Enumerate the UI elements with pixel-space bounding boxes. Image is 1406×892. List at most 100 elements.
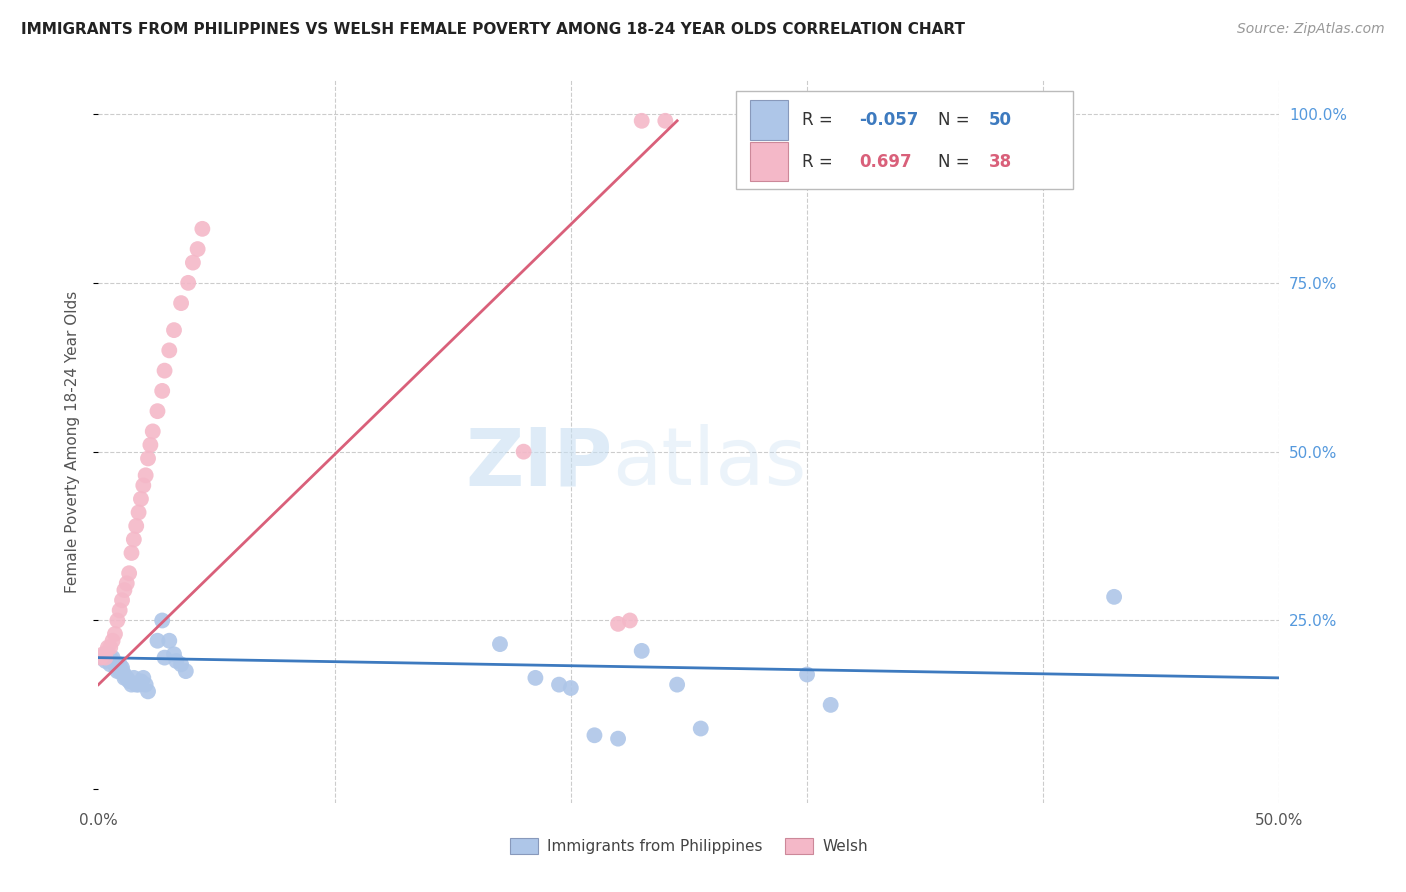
Point xyxy=(91,647,114,661)
Point xyxy=(108,664,131,678)
Bar xyxy=(751,100,789,139)
Point xyxy=(118,674,141,689)
Point xyxy=(142,425,165,439)
Point xyxy=(111,661,134,675)
Point xyxy=(94,647,117,661)
Point xyxy=(111,593,134,607)
Point xyxy=(512,444,534,458)
Point xyxy=(121,678,143,692)
Point xyxy=(689,722,711,736)
Point xyxy=(115,576,138,591)
Point xyxy=(654,113,676,128)
Text: IMMIGRANTS FROM PHILIPPINES VS WELSH FEMALE POVERTY AMONG 18-24 YEAR OLDS CORREL: IMMIGRANTS FROM PHILIPPINES VS WELSH FEM… xyxy=(21,22,965,37)
Point xyxy=(112,671,135,685)
Point xyxy=(820,698,842,712)
Text: 50: 50 xyxy=(988,111,1012,128)
Text: N =: N = xyxy=(938,153,974,170)
Point xyxy=(122,533,145,547)
Point xyxy=(104,657,127,672)
Point xyxy=(136,451,159,466)
Point xyxy=(129,674,152,689)
Point xyxy=(101,650,124,665)
Text: Source: ZipAtlas.com: Source: ZipAtlas.com xyxy=(1237,22,1385,37)
Point xyxy=(135,678,157,692)
Point xyxy=(150,384,173,398)
Point xyxy=(153,364,176,378)
Point xyxy=(105,614,128,628)
Point xyxy=(97,640,120,655)
Text: N =: N = xyxy=(938,111,974,128)
Point xyxy=(108,657,131,672)
Point xyxy=(135,468,157,483)
Point xyxy=(548,678,571,692)
Point xyxy=(128,505,150,519)
Point xyxy=(125,519,148,533)
Point xyxy=(122,671,145,685)
Point xyxy=(607,731,630,746)
Point xyxy=(630,113,652,128)
Point xyxy=(666,678,689,692)
Text: 38: 38 xyxy=(988,153,1012,170)
Text: R =: R = xyxy=(803,153,844,170)
Point xyxy=(108,603,131,617)
Point xyxy=(101,633,124,648)
Point xyxy=(115,671,138,685)
Point xyxy=(111,664,134,678)
Point xyxy=(112,583,135,598)
Bar xyxy=(751,142,789,181)
Point xyxy=(524,671,547,685)
Point xyxy=(98,657,121,672)
Point xyxy=(157,343,180,358)
Point xyxy=(560,681,582,695)
Point xyxy=(177,276,200,290)
Point xyxy=(163,323,186,337)
Point xyxy=(146,404,169,418)
Point xyxy=(607,616,630,631)
Text: R =: R = xyxy=(803,111,838,128)
Point xyxy=(165,654,187,668)
Point xyxy=(153,650,176,665)
Text: 0.697: 0.697 xyxy=(859,153,911,170)
Legend: Immigrants from Philippines, Welsh: Immigrants from Philippines, Welsh xyxy=(505,832,873,860)
Point xyxy=(150,614,173,628)
Point xyxy=(619,614,641,628)
Point xyxy=(97,647,120,661)
Point xyxy=(125,678,148,692)
Point xyxy=(583,728,606,742)
Point xyxy=(118,566,141,581)
Point xyxy=(94,654,117,668)
Point xyxy=(128,678,150,692)
Point xyxy=(132,671,155,685)
Point xyxy=(170,296,193,310)
Point xyxy=(1102,590,1125,604)
Point xyxy=(90,650,112,665)
Text: ZIP: ZIP xyxy=(465,425,612,502)
Point xyxy=(630,644,652,658)
Point xyxy=(146,633,169,648)
Point xyxy=(489,637,512,651)
Point xyxy=(94,650,117,665)
Point xyxy=(174,664,197,678)
Point xyxy=(121,546,143,560)
Point xyxy=(98,640,121,655)
Point xyxy=(104,657,127,672)
Point xyxy=(91,650,114,665)
Y-axis label: Female Poverty Among 18-24 Year Olds: Female Poverty Among 18-24 Year Olds xyxy=(65,291,80,592)
Text: atlas: atlas xyxy=(612,425,807,502)
Point xyxy=(129,491,152,506)
Point xyxy=(112,667,135,681)
Point xyxy=(157,633,180,648)
Point xyxy=(191,222,214,236)
Point xyxy=(796,667,818,681)
Point xyxy=(105,661,128,675)
FancyBboxPatch shape xyxy=(737,91,1073,189)
Text: -0.057: -0.057 xyxy=(859,111,918,128)
Point xyxy=(181,255,204,269)
Point xyxy=(97,650,120,665)
Point xyxy=(98,650,121,665)
Point xyxy=(104,627,127,641)
Point xyxy=(170,657,193,672)
Point xyxy=(90,650,112,665)
Point xyxy=(136,684,159,698)
Point xyxy=(132,478,155,492)
